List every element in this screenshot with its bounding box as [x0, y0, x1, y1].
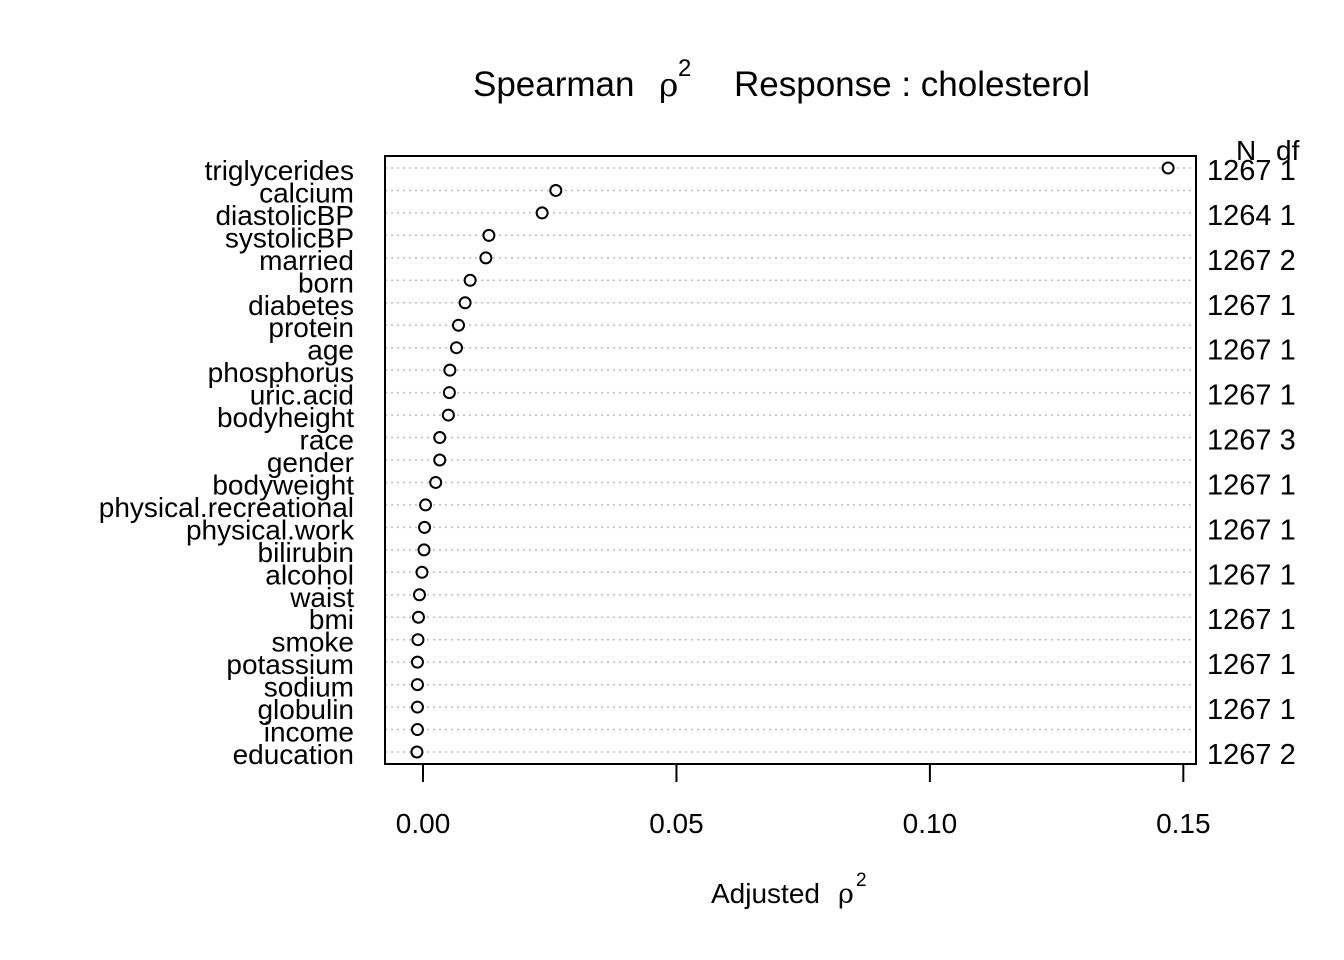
row-label: income: [264, 717, 354, 748]
title-main: Spearman: [473, 65, 634, 104]
data-point: [433, 453, 447, 467]
data-point: [1161, 161, 1175, 175]
row-label: potassium: [226, 649, 354, 680]
data-point: [451, 318, 465, 332]
x-axis: 0.00 0.05 0.10 0.15: [396, 763, 1211, 839]
n-df-label: 1267 1: [1207, 335, 1296, 367]
x-tick-label: 0.15: [1156, 808, 1211, 839]
row-labels: triglyceridescalciumdiastolicBPsystolicB…: [99, 155, 355, 770]
data-point: [535, 206, 549, 220]
n-df-label: 1267 1: [1207, 649, 1296, 681]
row-label: triglycerides: [205, 155, 354, 186]
row-label: married: [259, 245, 354, 276]
data-point: [463, 273, 477, 287]
row-label: uric.acid: [250, 380, 354, 411]
data-point: [417, 543, 431, 557]
data-point: [410, 655, 424, 669]
n-df-label: 1267 1: [1207, 155, 1296, 187]
row-label: alcohol: [265, 559, 354, 590]
df-header: df: [1276, 135, 1300, 166]
data-point: [410, 700, 424, 714]
row-label: physical.work: [186, 514, 355, 545]
n-df-label: 1267 1: [1207, 290, 1296, 322]
data-point: [482, 228, 496, 242]
title-response: Response : cholesterol: [734, 65, 1090, 104]
row-label: born: [298, 267, 354, 298]
data-point: [443, 363, 457, 377]
data-point: [411, 610, 425, 624]
data-point: [410, 723, 424, 737]
row-label: globulin: [257, 694, 354, 725]
xlabel-main: Adjusted: [711, 878, 820, 909]
data-point: [458, 296, 472, 310]
row-label: systolicBP: [225, 222, 354, 253]
data-point: [415, 565, 429, 579]
n-df-label: 1267 1: [1207, 604, 1296, 636]
row-label: diastolicBP: [215, 200, 354, 231]
data-point: [442, 386, 456, 400]
n-df-label: 1267 2: [1207, 739, 1296, 771]
n-df-label: 1267 3: [1207, 425, 1296, 457]
row-label: bilirubin: [258, 537, 355, 568]
n-df-label: 1267 1: [1207, 469, 1296, 501]
n-header: N: [1236, 135, 1256, 166]
n-df-label: 1267 1: [1207, 514, 1296, 546]
row-label: age: [307, 335, 354, 366]
n-df-label: 1267 1: [1207, 559, 1296, 591]
data-point: [479, 251, 493, 265]
data-point: [410, 678, 424, 692]
data-point: [549, 183, 563, 197]
title-exponent: 2: [678, 55, 691, 82]
x-tick-label: 0.00: [396, 808, 451, 839]
data-point: [418, 520, 432, 534]
n-df-label: 1267 2: [1207, 245, 1296, 277]
data-point: [411, 633, 425, 647]
data-point: [419, 498, 433, 512]
x-tick-label: 0.05: [649, 808, 704, 839]
row-label: race: [300, 425, 354, 456]
xlabel-rho: ρ: [838, 879, 854, 910]
x-axis-label: Adjusted ρ 2: [711, 870, 867, 910]
n-df-labels: 1267 1 1264 1 1267 2 1267 1 1267 1 1267 1 1267…: [1207, 155, 1296, 771]
n-df-label: 1267 1: [1207, 694, 1296, 726]
n-df-label: 1264 1: [1207, 200, 1296, 232]
row-label: bodyheight: [217, 402, 354, 433]
row-label: physical.recreational: [99, 492, 354, 523]
title-rho: ρ: [659, 65, 678, 104]
row-label: gender: [267, 447, 354, 478]
grid-lines: [385, 167, 1196, 753]
row-label: calcium: [259, 177, 354, 208]
data-points: [410, 161, 1175, 759]
row-label: sodium: [264, 672, 354, 703]
row-label: bodyweight: [212, 469, 354, 500]
xlabel-exponent: 2: [856, 870, 867, 891]
row-label: protein: [268, 312, 354, 343]
data-point: [429, 475, 443, 489]
data-point: [410, 745, 424, 759]
row-label: waist: [289, 582, 354, 613]
data-point: [441, 408, 455, 422]
row-label: smoke: [272, 627, 354, 658]
data-point: [449, 341, 463, 355]
x-tick-label: 0.10: [903, 808, 958, 839]
n-df-label: 1267 1: [1207, 380, 1296, 412]
data-point: [412, 588, 426, 602]
data-point: [433, 431, 447, 445]
row-label: phosphorus: [208, 357, 354, 388]
row-label: education: [233, 739, 354, 770]
chart-title: Spearman ρ 2 Response : cholesterol: [473, 45, 1090, 104]
row-label: bmi: [309, 604, 354, 635]
row-label: diabetes: [248, 290, 354, 321]
